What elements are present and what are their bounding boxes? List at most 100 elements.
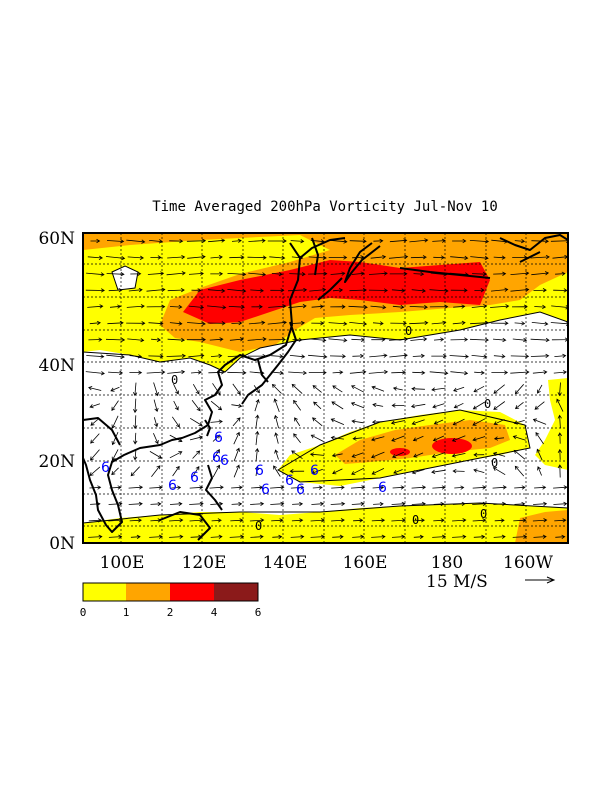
wind-vector-arrow bbox=[146, 287, 166, 292]
wind-vector-arrow bbox=[173, 400, 179, 411]
wind-vector-arrow bbox=[413, 452, 424, 458]
contour-labels: 0 0 0 0 0 0 0 bbox=[171, 324, 498, 533]
wind-vector-arrow bbox=[372, 321, 384, 326]
wind-vector-arrow bbox=[172, 465, 180, 477]
wind-vector-arrow bbox=[472, 485, 487, 490]
wind-vector-arrow bbox=[471, 354, 488, 359]
wind-vector-arrow bbox=[411, 485, 427, 490]
wind-vector-arrow bbox=[289, 469, 305, 474]
storm-marker: 6 bbox=[285, 473, 294, 489]
colorbar-label: 0 bbox=[80, 606, 87, 619]
wind-vector-arrow bbox=[271, 354, 284, 359]
wind-vector-arrow bbox=[534, 401, 545, 410]
wind-vector-arrow bbox=[211, 518, 222, 523]
wind-vector-arrow bbox=[310, 534, 325, 539]
wind-vector-arrow bbox=[433, 337, 445, 342]
wind-vector-arrow bbox=[512, 435, 526, 441]
wind-vector-arrow bbox=[85, 288, 105, 293]
lat-tick-label: 60N bbox=[38, 229, 75, 249]
wind-vector-arrow bbox=[557, 464, 563, 478]
wind-vector-arrow bbox=[411, 501, 426, 507]
wind-vector-arrow bbox=[412, 518, 425, 523]
wind-vector-arrow bbox=[491, 239, 509, 244]
wind-vector-arrow bbox=[308, 370, 327, 375]
contour-label: 0 bbox=[412, 513, 419, 527]
wind-vector-arrow bbox=[351, 337, 365, 343]
wind-vector-arrow bbox=[369, 353, 388, 358]
wind-vector-arrow bbox=[411, 469, 425, 475]
wind-vector-arrow bbox=[473, 468, 485, 473]
wind-vector-arrow bbox=[208, 370, 225, 375]
wind-vector-arrow bbox=[328, 239, 348, 244]
wind-vector-arrow bbox=[490, 304, 510, 309]
wind-vector-arrow bbox=[453, 386, 465, 392]
wind-vector-arrow bbox=[373, 501, 384, 507]
wind-vector-arrow bbox=[431, 469, 446, 474]
wind-vector-arrow bbox=[133, 449, 138, 461]
wind-vector-arrow bbox=[108, 534, 123, 539]
wind-vector-arrow bbox=[311, 417, 323, 427]
wind-vector-arrow bbox=[148, 321, 164, 326]
wind-vector-arrow bbox=[514, 485, 526, 490]
wind-vector-arrow bbox=[227, 272, 247, 277]
wind-vector-arrow bbox=[153, 399, 159, 413]
wind-vector-arrow bbox=[352, 353, 364, 359]
wind-vector-arrow bbox=[451, 435, 466, 442]
wind-vector-arrow bbox=[250, 534, 264, 539]
wind-vector-arrow bbox=[229, 534, 245, 539]
wind-vector-arrow bbox=[171, 485, 182, 490]
wind-vector-arrow bbox=[210, 501, 224, 507]
lon-tick-label: 100E bbox=[100, 553, 145, 573]
wind-vector-arrow bbox=[514, 401, 524, 410]
wind-vector-arrow bbox=[310, 434, 324, 442]
wind-vector-arrow bbox=[128, 501, 143, 507]
wind-vector-arrow bbox=[371, 518, 386, 523]
wind-vector-arrow bbox=[332, 468, 343, 475]
wind-vector-arrow bbox=[85, 371, 105, 376]
wind-vector-arrow bbox=[371, 419, 384, 425]
wind-vector-arrow bbox=[166, 353, 186, 359]
wind-vector-arrow bbox=[514, 384, 524, 395]
wind-vector-arrow bbox=[207, 321, 226, 326]
colorbar-swatch-1 bbox=[126, 583, 170, 601]
wind-vector-arrow bbox=[268, 304, 287, 309]
wind-vector-arrow bbox=[227, 353, 246, 358]
wind-vector-arrow bbox=[471, 304, 488, 309]
wind-vector-arrow bbox=[248, 320, 266, 325]
wind-vector-arrow bbox=[312, 385, 322, 393]
lat-tick-label: 40N bbox=[38, 356, 75, 376]
wind-vector-arrow bbox=[514, 321, 526, 326]
wind-vector-arrow bbox=[130, 271, 142, 276]
wind-vector-arrow bbox=[270, 288, 285, 293]
wind-vector-arrow bbox=[271, 518, 284, 523]
wind-vector-arrow bbox=[151, 337, 161, 342]
wind-vector-arrow bbox=[269, 255, 286, 260]
wind-vector-arrow bbox=[472, 271, 487, 277]
wind-vector-arrow bbox=[271, 271, 283, 277]
wind-vector-arrow bbox=[173, 383, 179, 395]
wind-vector-arrow bbox=[409, 304, 428, 310]
wind-vector-arrow bbox=[311, 501, 325, 507]
wind-vector-arrow bbox=[207, 305, 227, 310]
wind-vector-arrow bbox=[350, 485, 366, 490]
wind-vector-arrow bbox=[274, 432, 279, 444]
wind-vector-arrow bbox=[451, 453, 466, 458]
wind-vector-arrow bbox=[291, 518, 304, 523]
wind-vector-arrow bbox=[557, 382, 562, 397]
wind-vector-arrow bbox=[111, 449, 119, 461]
wind-vector-arrow bbox=[431, 387, 446, 392]
wind-vector-arrow bbox=[352, 255, 365, 260]
wind-vector-arrow bbox=[493, 354, 506, 359]
wind-vector-arrow bbox=[429, 370, 449, 376]
wind-vector-arrow bbox=[412, 435, 424, 442]
wind-vector-arrow bbox=[493, 419, 505, 426]
wind-vector-arrow bbox=[293, 433, 301, 444]
colorbar-label: 6 bbox=[255, 606, 262, 619]
wind-vector-arrow bbox=[393, 469, 403, 474]
contour-label: 0 bbox=[171, 373, 178, 387]
wind-vector-arrow bbox=[190, 534, 203, 539]
wind-vector-arrow bbox=[187, 321, 206, 326]
wind-vector-arrow bbox=[149, 451, 163, 459]
wind-vector-arrow bbox=[470, 320, 489, 326]
wind-vector-arrow bbox=[189, 501, 204, 507]
